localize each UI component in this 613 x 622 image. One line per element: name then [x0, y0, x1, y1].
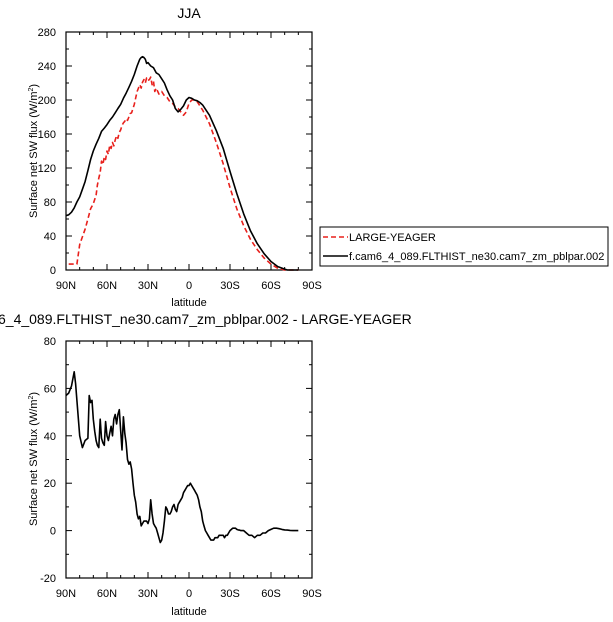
- bottom-axes: 90N 60N 30N 0 30S 60S 90S -20 0 20 40 60 80: [40, 336, 322, 600]
- top-series-lines: [65, 55, 299, 271]
- bottom-x-tick-label: 30N: [138, 588, 158, 600]
- top-x-tick-label: 60N: [97, 280, 117, 292]
- bottom-x-tick-label: 60N: [97, 588, 117, 600]
- top-axes: 90N 60N 30N 0 30S 60S 90S 0 40 80 120 160 200 240 280: [38, 27, 322, 292]
- top-series-line-1: [65, 55, 299, 271]
- legend-box: [319, 226, 609, 267]
- top-x-tick-label: 30S: [220, 280, 240, 292]
- top-y-tick-label: 240: [38, 61, 56, 73]
- bottom-x-tick-label: 0: [186, 588, 192, 600]
- bottom-x-tick-label: 60S: [261, 588, 281, 600]
- top-chart-title: JJA: [177, 5, 201, 21]
- legend-label-large-yeager: LARGE-YEAGER: [349, 232, 436, 244]
- bottom-x-tick-label: 30S: [220, 588, 240, 600]
- top-x-axis-label: latitude: [171, 297, 206, 309]
- panel-bottom: 6_4_089.FLTHIST_ne30.cam7_zm_pblpar.002 …: [0, 311, 412, 618]
- bottom-y-tick-label: 0: [50, 526, 56, 538]
- top-y-axis-label: Surface net SW flux (W/m2): [28, 84, 40, 218]
- bottom-x-axis-label: latitude: [171, 606, 206, 618]
- bottom-y-tick-label: 20: [44, 478, 56, 490]
- bottom-plot-frame: [65, 340, 313, 579]
- top-y-tick-label: 280: [38, 27, 56, 39]
- bottom-chart-title: 6_4_089.FLTHIST_ne30.cam7_zm_pblpar.002 …: [0, 311, 412, 327]
- top-x-tick-label: 0: [186, 280, 192, 292]
- top-y-tick-label: 160: [38, 129, 56, 141]
- top-x-tick-label: 60S: [261, 280, 281, 292]
- bottom-y-tick-label: -20: [40, 573, 56, 585]
- bottom-x-tick-label: 90S: [302, 588, 322, 600]
- bottom-series-lines: [65, 370, 299, 544]
- bottom-y-tick-label: 60: [44, 383, 56, 395]
- legend-label-cam6: f.cam6_4_089.FLTHIST_ne30.cam7_zm_pblpar…: [349, 251, 604, 263]
- bottom-y-tick-label: 80: [44, 336, 56, 348]
- top-x-tick-label: 30N: [138, 280, 158, 292]
- top-y-tick-label: 200: [38, 95, 56, 107]
- bottom-y-axis-label: Surface net SW flux (W/m2): [28, 392, 40, 526]
- top-y-tick-label: 0: [50, 265, 56, 277]
- bottom-y-tick-label: 40: [44, 431, 56, 443]
- top-x-tick-label: 90S: [302, 280, 322, 292]
- top-y-tick-label: 40: [44, 231, 56, 243]
- bottom-x-tick-label: 90N: [56, 588, 76, 600]
- top-series-line-0: [68, 76, 299, 271]
- top-y-tick-label: 120: [38, 163, 56, 175]
- legend: LARGE-YEAGER f.cam6_4_089.FLTHIST_ne30.c…: [319, 226, 609, 267]
- panel-top: JJA Surface net SW flux (W/m2) latitude …: [28, 5, 322, 309]
- top-x-tick-label: 90N: [56, 280, 76, 292]
- top-y-tick-label: 80: [44, 197, 56, 209]
- top-plot-frame: [65, 31, 313, 271]
- bottom-series-line-0: [65, 370, 299, 544]
